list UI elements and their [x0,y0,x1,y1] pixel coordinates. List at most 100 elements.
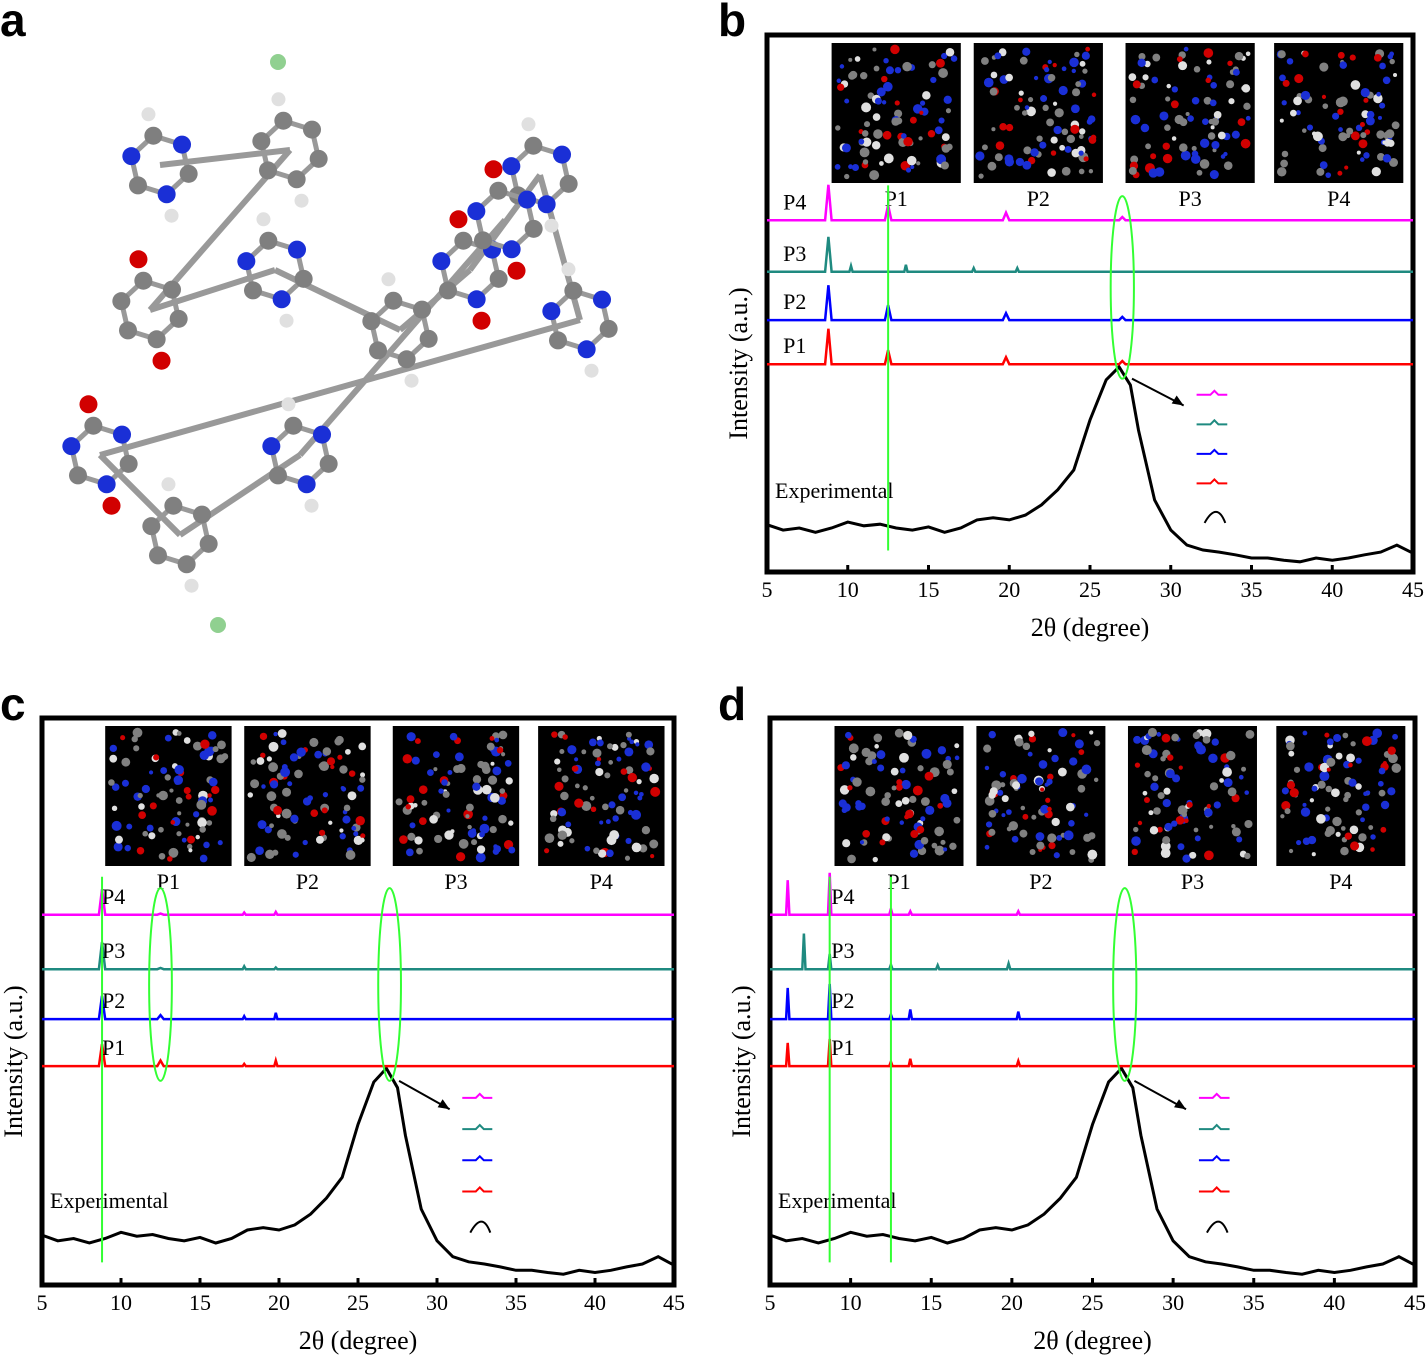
inset-atom [865,757,874,766]
inset-atom [1234,51,1244,61]
inset-atom [1150,782,1159,791]
atom [179,164,198,183]
inset-atom [1201,138,1207,144]
inset-atom [158,852,166,860]
inset-atom [852,777,862,787]
inset-atom [919,110,924,115]
inset-atom [1318,144,1327,153]
inset-atom [357,784,365,792]
inset-atom [264,826,272,834]
inset-atom [650,786,661,797]
atom [274,111,293,130]
x-axis-title: 2θ (degree) [1033,1326,1152,1355]
inset-atom [991,127,996,132]
inset-atom [918,136,923,141]
bond [97,452,183,538]
inset-atom [1162,798,1171,808]
inset-atom [1286,781,1296,790]
inset-atom [200,739,210,749]
inset-atom [1211,117,1220,126]
inset-atom [1004,157,1015,167]
inset-atom [246,852,256,863]
inset-atom [1162,836,1171,845]
inset-atom [999,771,1007,778]
atom [118,321,137,340]
panel-label: d [718,678,746,730]
inset-atom [1129,96,1137,104]
inset-atom [132,727,143,738]
inset-atom [1379,102,1386,109]
xrd-pattern [767,285,1413,322]
inset-atom [351,825,357,831]
inset-atom [1022,742,1031,751]
inset-atom [1081,51,1090,60]
atom [524,219,543,238]
inset-atom [641,826,651,835]
xrd-pattern [42,889,674,916]
inset-atom [595,767,604,777]
inset-atom [347,791,357,801]
inset-atom [945,47,955,57]
inset-atom [1069,757,1078,766]
inset-atom [1365,116,1375,126]
inset-atom [1211,140,1220,150]
inset-atom [1232,68,1240,76]
inset-atom [1382,761,1387,766]
inset-label: P4 [1327,186,1350,211]
inset-atom [941,52,948,60]
inset-atom [176,831,182,837]
inset-atom [124,844,131,852]
inset-atom [848,164,853,170]
inset-atom [175,797,183,804]
series-label: P2 [783,289,806,314]
inset-atom [607,743,613,750]
inset-atom [486,742,495,751]
inset-atom [1078,168,1085,175]
inset-atom [565,821,572,828]
inset-atom [1337,108,1344,115]
x-tick-label: 30 [1162,1290,1184,1315]
inset-atom [851,163,859,171]
inset-atom [1084,812,1089,817]
inset-atom [490,792,500,803]
inset-atom [1204,850,1214,861]
inset-atom [1130,114,1141,125]
inset-atom [882,130,892,140]
inset-atom [1044,67,1050,73]
inset-atom [873,129,883,139]
inset-atom [1070,124,1080,134]
inset-atom [1332,112,1340,120]
inset-atom [983,77,994,88]
inset-atom [1077,784,1086,793]
inset-atom [280,767,291,778]
inset-atom [475,852,486,863]
inset-atom [409,822,416,829]
atom [297,475,316,494]
x-tick-label: 15 [920,1290,942,1315]
inset-atom [1342,732,1349,739]
inset-atom [1022,160,1032,170]
atom [161,477,176,492]
atom [287,170,306,189]
atom [270,54,286,70]
x-tick-label: 30 [1160,577,1182,602]
atom [68,466,87,485]
inset-atom [476,845,486,854]
inset-atom [881,75,888,83]
inset-atom [1231,794,1240,803]
inset-atom [467,824,472,830]
inset-atom [854,56,861,62]
inset-atom [635,742,640,747]
inset-atom [1325,806,1331,812]
inset-atom [1181,811,1188,818]
inset-atom [1040,804,1050,814]
inset-atom [131,735,138,743]
inset-atom [899,752,909,763]
inset-atom [1362,803,1370,811]
inset-atom [1024,105,1030,110]
inset-atom [505,777,513,785]
inset-atom [1279,74,1286,82]
inset-atom [855,802,864,811]
inset-atom [1393,72,1398,77]
atom [294,193,309,208]
